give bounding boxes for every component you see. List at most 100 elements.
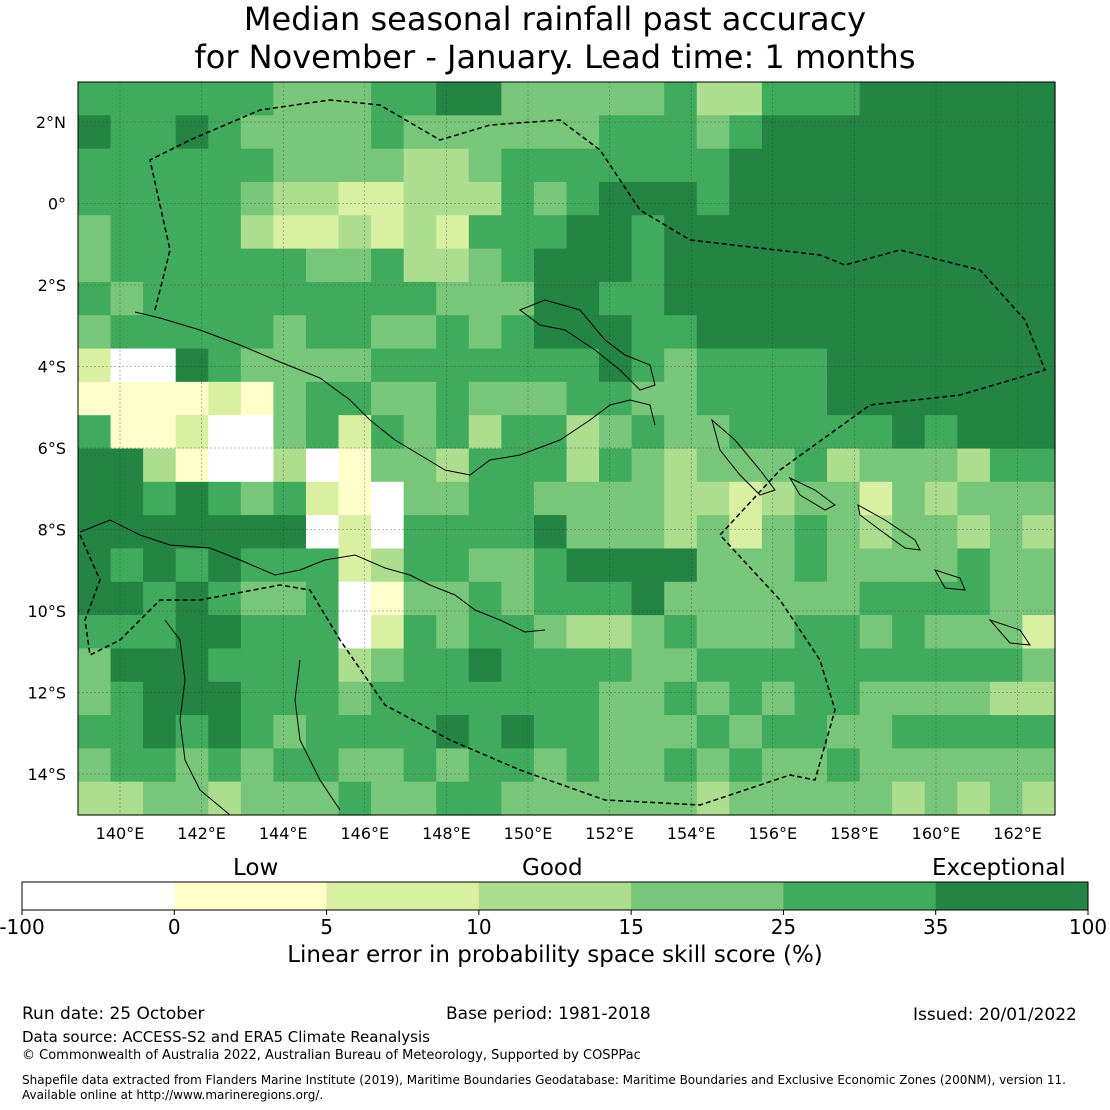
grid-cell (273, 381, 307, 416)
grid-cell (696, 348, 730, 383)
grid-cell (631, 215, 665, 250)
grid-cell (533, 781, 568, 816)
colorbar-tick-label: 25 (771, 915, 796, 939)
grid-cell (143, 315, 177, 350)
grid-cell (143, 615, 177, 650)
grid-cell (696, 381, 730, 416)
data-source: Data source: ACCESS-S2 and ERA5 Climate … (22, 1028, 430, 1046)
grid-cell (501, 515, 535, 550)
grid-cell (143, 648, 177, 683)
grid-cell (468, 648, 502, 683)
grid-cell (892, 415, 926, 450)
grid-cell (501, 681, 535, 716)
grid-cell (273, 548, 307, 583)
solomon-coast-2 (857, 504, 921, 551)
grid-cell (533, 315, 568, 350)
grid-cell (631, 115, 665, 150)
grid-cell (338, 82, 372, 116)
colorbar-tick-label: 100 (1069, 915, 1107, 939)
grid-cell (827, 315, 861, 350)
grid-cell (305, 215, 340, 250)
grid-cell (924, 215, 958, 250)
grid-cell (143, 548, 177, 583)
grid-cell (240, 781, 274, 816)
grid-cell (859, 448, 893, 483)
grid-cell (957, 515, 991, 550)
grid-cell (143, 381, 177, 416)
grid-cell (989, 181, 1024, 216)
grid-cell (1022, 82, 1056, 116)
grid-cell (436, 82, 470, 116)
grid-cell (859, 348, 893, 383)
grid-cell (338, 315, 372, 350)
grid-cell (533, 681, 568, 716)
grid-cell (631, 315, 665, 350)
grid-cell (729, 581, 763, 616)
grid-cell (924, 548, 958, 583)
grid-cell (208, 481, 242, 516)
grid-cell (794, 481, 828, 516)
colorbar-segment (935, 882, 1089, 910)
grid-cell (761, 315, 796, 350)
grid-cell (761, 281, 796, 316)
title-line-1: Median seasonal rainfall past accuracy (243, 0, 867, 38)
grid-cell (794, 181, 828, 216)
grid-cell (794, 281, 828, 316)
grid-cell (664, 181, 698, 216)
grid-cell (143, 215, 177, 250)
grid-cell (599, 115, 633, 150)
grid-cell (175, 82, 209, 116)
grid-cell (533, 281, 568, 316)
grid-cell (371, 348, 405, 383)
grid-cell (175, 315, 209, 350)
grid-cell (696, 481, 730, 516)
grid-cell (371, 381, 405, 416)
grid-cell (631, 248, 665, 283)
grid-cell (794, 648, 828, 683)
grid-cell (631, 615, 665, 650)
grid-cell (273, 748, 307, 783)
grid-cell (664, 481, 698, 516)
grid-cell (371, 148, 405, 183)
grid-cell (827, 748, 861, 783)
grid-cell (110, 181, 144, 216)
grid-cell (989, 148, 1024, 183)
grid-cell (305, 481, 340, 516)
grid-cell (794, 115, 828, 150)
colorbar-segment (326, 882, 480, 910)
grid-cell (110, 581, 144, 616)
grid-cell (599, 148, 633, 183)
grid-cell (273, 615, 307, 650)
grid-cell (78, 548, 112, 583)
grid-cell (208, 248, 242, 283)
grid-cell (957, 448, 991, 483)
grid-cell (501, 581, 535, 616)
grid-cell (305, 415, 340, 450)
grid-cell (827, 515, 861, 550)
grid-cell (729, 248, 763, 283)
grid-cell (989, 115, 1024, 150)
grid-cell (599, 681, 633, 716)
lon-tick-label: 150°E (504, 824, 553, 843)
grid-cell (761, 715, 796, 749)
lat-tick-label: 8°S (38, 521, 66, 540)
grid-cell (240, 481, 274, 516)
grid-cell (436, 515, 470, 550)
lon-tick-label: 148°E (422, 824, 471, 843)
grid-cell (957, 548, 991, 583)
grid-cell (240, 581, 274, 616)
grid-cell (403, 515, 437, 550)
grid-cell (110, 348, 144, 383)
grid-cell (403, 415, 437, 450)
grid-cell (566, 681, 600, 716)
grid-cell (761, 448, 796, 483)
grid-cell (175, 748, 209, 783)
grid-cell (957, 481, 991, 516)
colorbar: -100 0 5 10 15 25 35 100 (0, 881, 1107, 939)
colorbar-segment (478, 882, 632, 910)
grid-cell (436, 615, 470, 650)
grid-cell (305, 648, 340, 683)
grid-cell (664, 581, 698, 616)
grid-cell (305, 115, 340, 150)
grid-cell (143, 581, 177, 616)
